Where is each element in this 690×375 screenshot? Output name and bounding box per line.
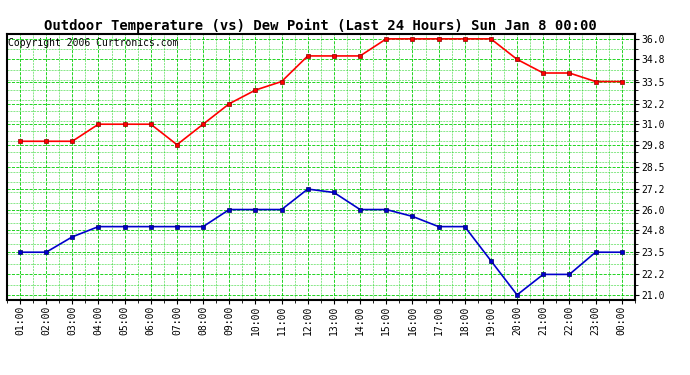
Text: Copyright 2006 Curtronics.com: Copyright 2006 Curtronics.com [8,38,179,48]
Title: Outdoor Temperature (vs) Dew Point (Last 24 Hours) Sun Jan 8 00:00: Outdoor Temperature (vs) Dew Point (Last… [44,18,598,33]
